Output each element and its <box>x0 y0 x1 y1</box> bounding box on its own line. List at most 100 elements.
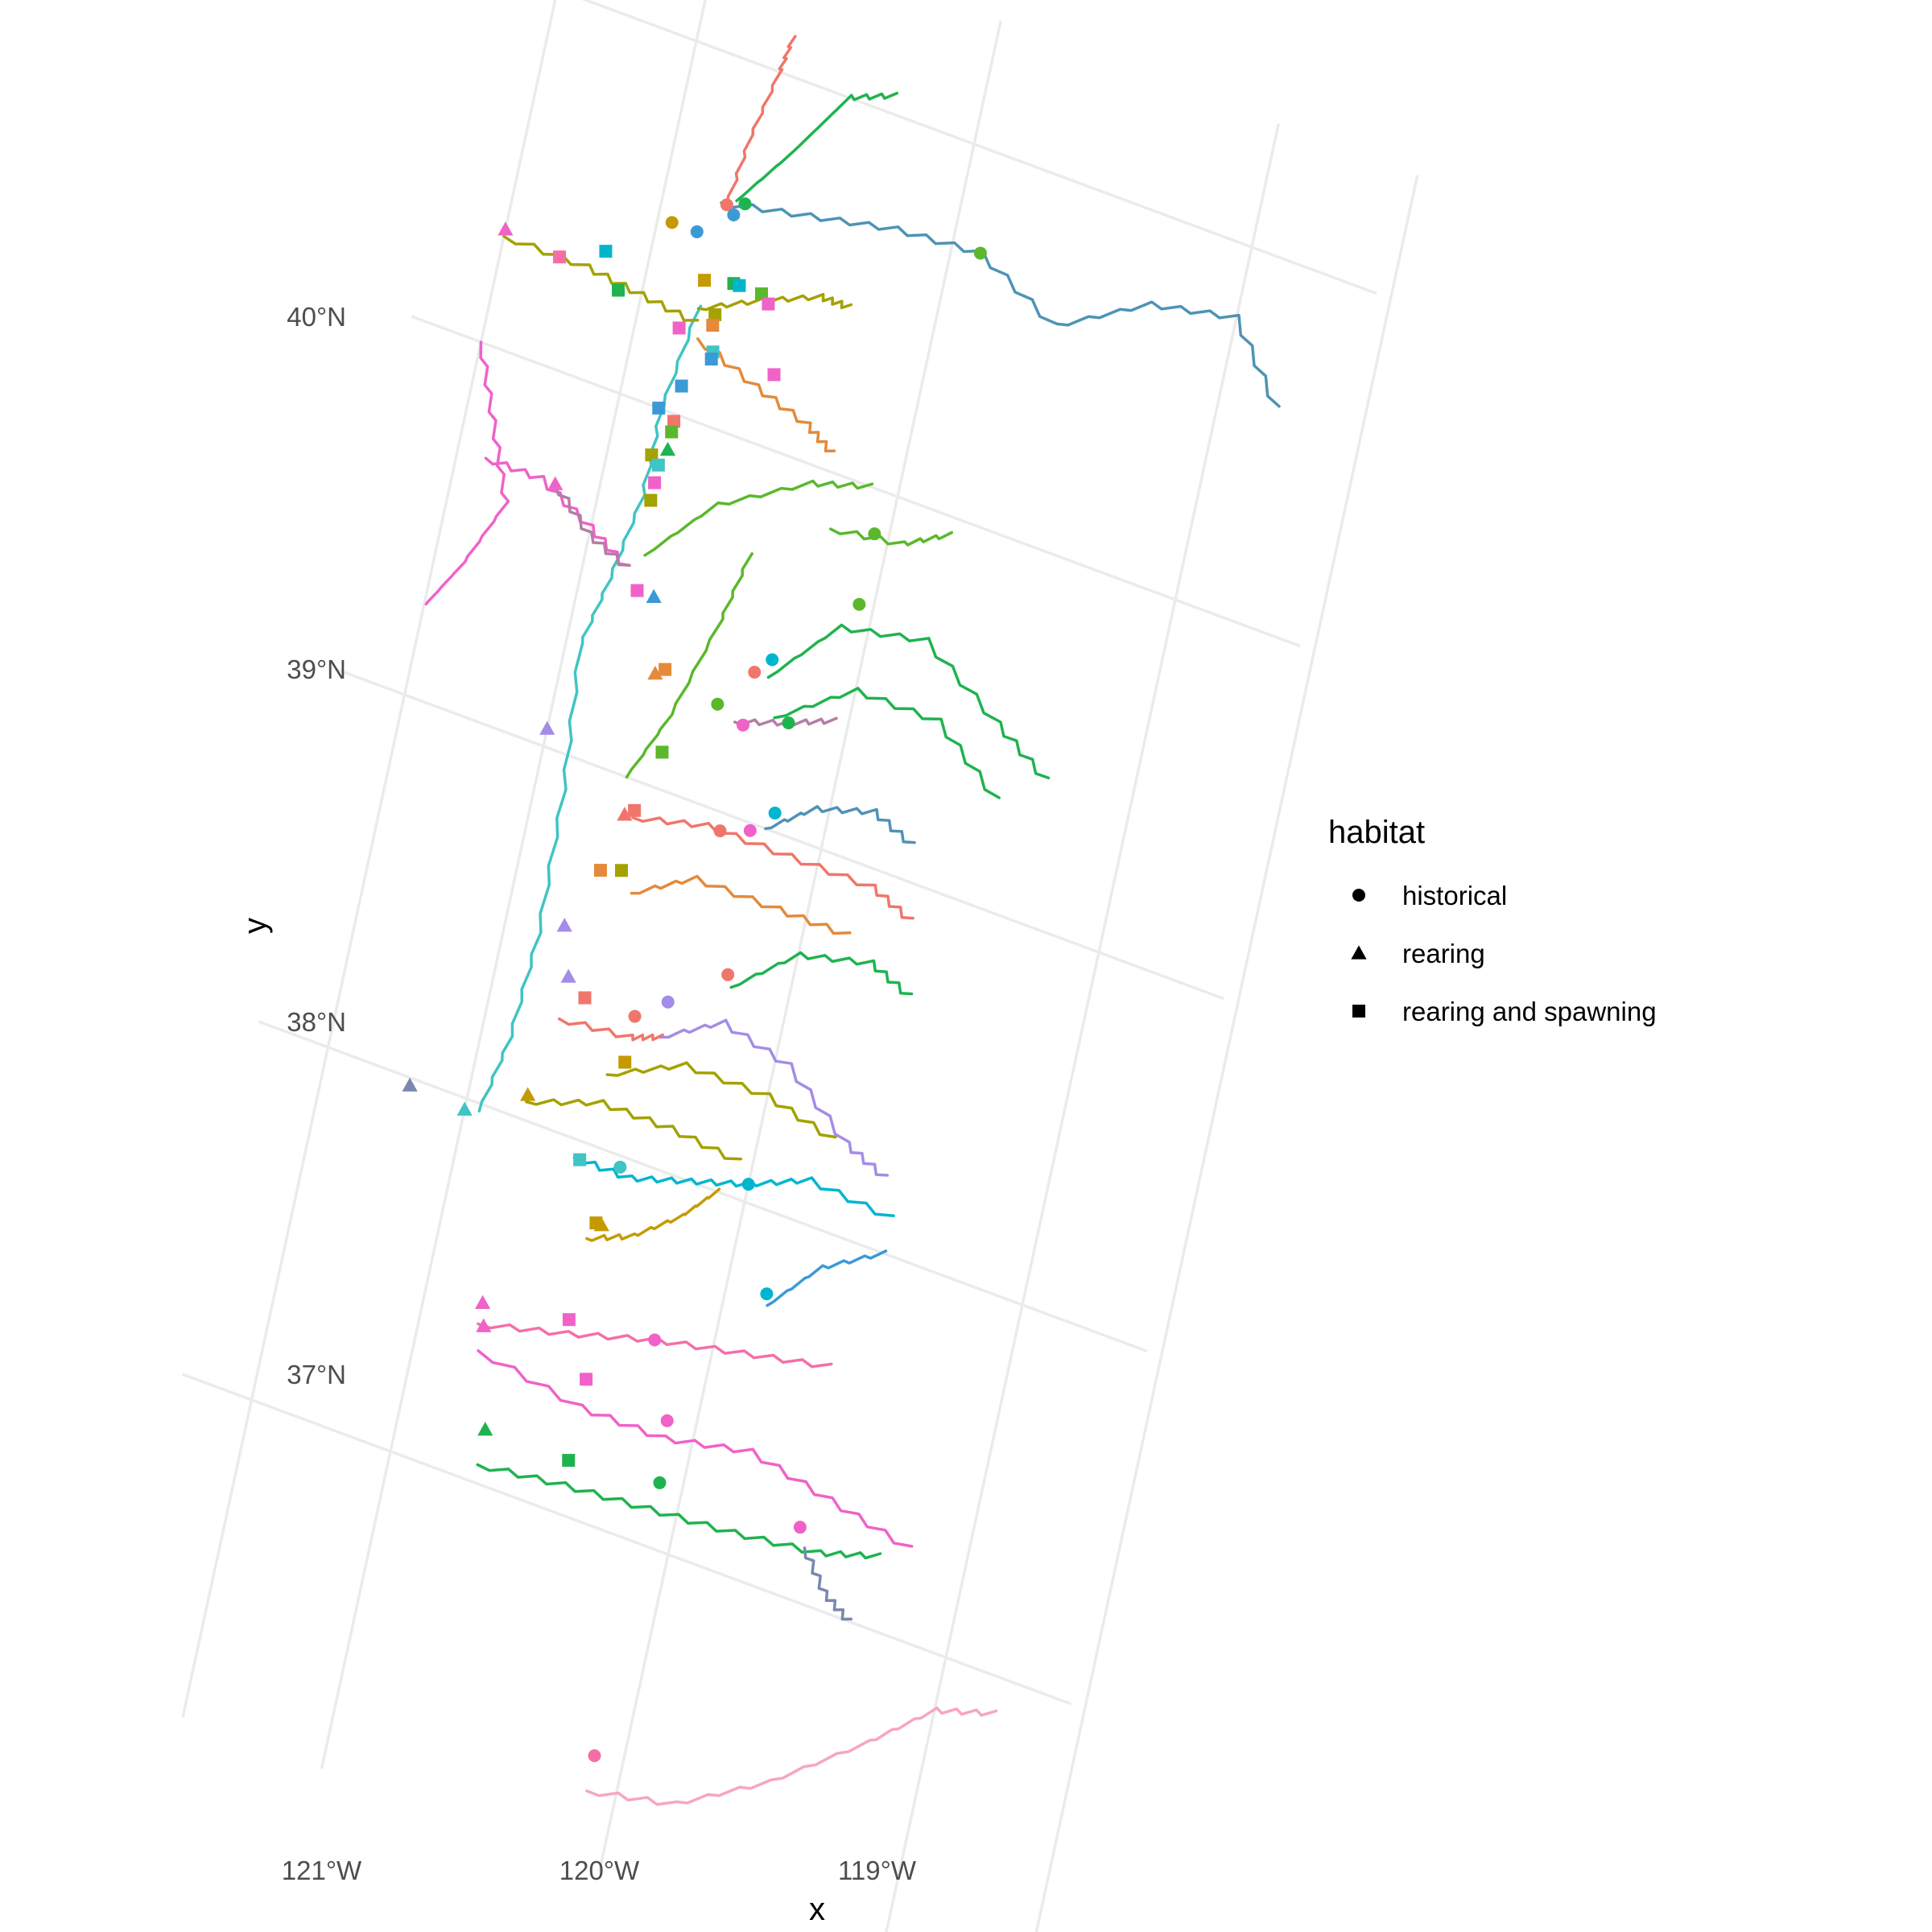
river-line <box>585 1187 721 1242</box>
habitat-point-circle <box>768 807 782 820</box>
habitat-point-circle <box>711 697 724 711</box>
river-line <box>725 35 797 207</box>
lat-gridline <box>258 1020 1148 1353</box>
habitat-point-square <box>599 245 613 258</box>
lon-gridline-minor <box>181 0 557 1718</box>
habitat-point-square <box>652 401 666 415</box>
habitat-point-square <box>573 1153 587 1166</box>
habitat-point-triangle <box>547 476 564 490</box>
habitat-point-square <box>665 425 679 439</box>
habitat-point-triangle <box>659 441 676 456</box>
habitat-point-square <box>580 1373 593 1386</box>
habitat-point-square <box>708 308 722 321</box>
legend-label: rearing <box>1402 939 1485 968</box>
habitat-point-circle <box>721 968 735 981</box>
habitat-point-square <box>767 368 781 382</box>
habitat-point-circle <box>653 1476 667 1489</box>
habitat-point-circle <box>661 995 675 1009</box>
lat-gridline <box>411 315 1301 648</box>
habitat-point-square <box>578 991 592 1005</box>
habitat-point-square <box>648 476 662 489</box>
river-line <box>696 337 836 453</box>
lat-tick-label: 37°N <box>287 1360 346 1389</box>
lon-gridline-minor <box>1034 175 1419 1932</box>
lon-tick-label: 121°W <box>282 1856 362 1885</box>
habitat-point-circle <box>738 197 752 211</box>
river-line <box>766 623 1051 780</box>
habitat-point-triangle <box>560 968 576 983</box>
habitat-point-square <box>630 584 644 597</box>
habitat-point-circle <box>665 216 679 229</box>
habitat-point-square <box>618 1055 632 1069</box>
habitat-point-triangle <box>476 1318 492 1332</box>
lon-tick-label: 119°W <box>838 1856 917 1885</box>
habitat-point-circle <box>648 1333 662 1347</box>
habitat-point-circle <box>743 824 757 837</box>
lat-gridline <box>334 667 1224 1001</box>
habitat-point-square <box>553 250 566 264</box>
habitat-point-square <box>615 864 628 877</box>
river-line <box>585 1706 998 1806</box>
river-line <box>729 951 914 996</box>
habitat-point-circle <box>868 527 881 541</box>
river-line <box>766 1249 888 1307</box>
river-line <box>631 815 914 920</box>
river-line <box>424 341 510 606</box>
river-line <box>643 479 874 557</box>
river-network <box>424 35 1281 1806</box>
habitat-point-square <box>704 353 718 365</box>
legend-key-square <box>1352 1005 1365 1018</box>
habitat-point-triangle <box>593 1217 609 1232</box>
habitat-point-circle <box>741 1178 755 1191</box>
habitat-point-circle <box>613 1160 627 1174</box>
river-line <box>828 527 954 547</box>
river-line <box>502 234 700 322</box>
habitat-point-circle <box>766 653 779 667</box>
river-line <box>773 687 1001 799</box>
habitat-point-triangle <box>617 807 633 821</box>
habitat-point-triangle <box>402 1077 418 1092</box>
legend-label: rearing and spawning <box>1402 997 1657 1026</box>
habitat-point-triangle <box>456 1101 473 1116</box>
habitat-point-triangle <box>477 1422 493 1436</box>
legend-key-triangle <box>1351 945 1367 960</box>
habitat-point-circle <box>852 597 866 611</box>
lat-tick-label: 39°N <box>287 654 346 684</box>
habitat-point-square <box>651 458 665 472</box>
habitat-point-square <box>706 319 720 332</box>
legend-title: habitat <box>1328 815 1425 850</box>
lat-tick-label: 40°N <box>287 302 346 332</box>
river-line <box>477 1349 914 1548</box>
river-line <box>735 91 899 203</box>
habitat-point-square <box>644 493 658 507</box>
habitat-point-circle <box>660 1414 674 1427</box>
habitat-point-square <box>655 745 669 759</box>
habitat-point-square <box>645 448 658 462</box>
habitat-point-circle <box>628 1009 642 1023</box>
habitat-point-triangle <box>475 1294 491 1310</box>
river-line <box>803 1546 853 1621</box>
habitat-point-square <box>762 297 775 311</box>
river-line <box>525 1098 743 1161</box>
habitat-point-square <box>628 803 642 817</box>
habitat-point-triangle <box>646 588 662 603</box>
habitat-point-square <box>562 1454 576 1468</box>
habitat-point-circle <box>973 246 987 260</box>
habitat-point-circle <box>760 1287 774 1301</box>
river-line <box>477 304 703 1113</box>
lat-gridline <box>581 0 1377 295</box>
habitat-point-square <box>672 321 686 335</box>
habitat-point-square <box>593 864 607 877</box>
habitat-point-circle <box>720 198 733 212</box>
habitat-point-triangle <box>556 918 572 932</box>
habitat-points <box>402 197 987 1762</box>
river-line <box>484 456 631 568</box>
lat-tick-label: 38°N <box>287 1007 346 1037</box>
habitat-point-triangle <box>647 665 663 680</box>
habitat-point-square <box>562 1313 576 1327</box>
river-line <box>557 1017 664 1042</box>
river-line <box>630 874 852 935</box>
habitat-point-triangle <box>520 1087 536 1101</box>
lon-tick-label: 120°W <box>559 1856 640 1885</box>
